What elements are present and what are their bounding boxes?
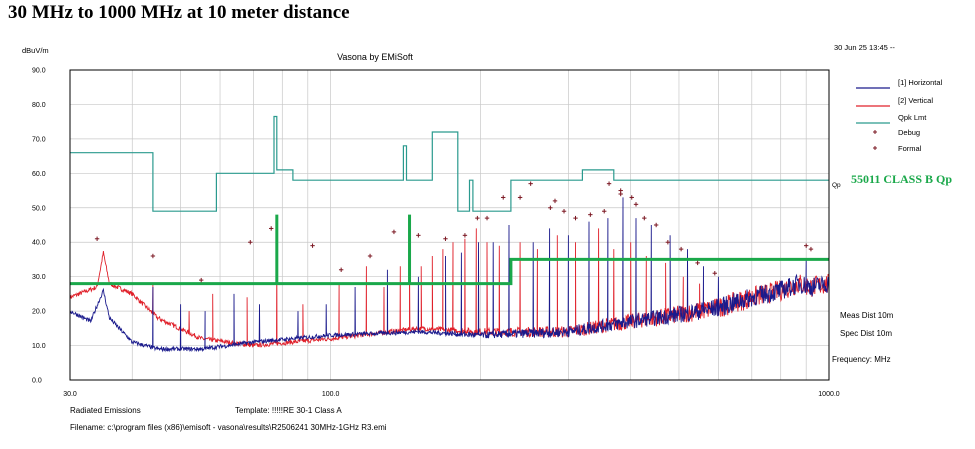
qpk-limit-line [70,115,829,212]
y-tick-label: 80.0 [32,102,46,109]
debug-marker [391,229,397,235]
debug-marker [803,243,809,248]
x-tick-label: 100.0 [322,391,340,398]
y-tick-label: 20.0 [32,309,46,316]
debug-marker [443,236,448,241]
plot-frame [69,69,830,381]
debug-marker [588,212,593,217]
y-tick-label: 60.0 [32,171,46,178]
debug-marker [484,215,490,221]
debug-marker [517,195,523,200]
timestamp: 30 Jun 25 13:45 -- [834,43,895,52]
series-horizontal [69,197,830,353]
y-tick-label: 10.0 [32,343,46,350]
template-label: Template: !!!!!RE 30-1 Class A [235,406,342,415]
y-tick-label: 0.0 [32,378,42,385]
debug-marker [548,205,553,210]
chart-title: Vasona by EMiSoft [337,52,413,62]
x-tick-labels: 30.0 100.0 1000.0 [63,391,840,398]
debug-marker [653,222,659,228]
formal-marker [618,191,623,197]
debug-marker [602,209,607,214]
x-tick-label: 1000.0 [818,391,840,398]
qp-label: Qp [832,182,841,189]
debug-marker [678,246,684,252]
debug-marker [808,246,814,252]
debug-marker [367,253,373,259]
y-axis-label: dBuV/m [22,46,49,55]
x-tick-label: 30.0 [63,391,77,398]
debug-marker [475,215,480,221]
qpk-limit-path [70,115,829,212]
formal-marker [552,198,558,204]
vertical-trace [69,228,830,348]
legend-label: Qpk Lmt [898,113,927,122]
frequency-label: Frequency: MHz [832,355,891,364]
formal-marker [606,181,612,186]
page-heading: 30 MHz to 1000 MHz at 10 meter distance [8,2,350,23]
debug-marker [528,181,533,186]
filename-label: Filename: c:\program files (x86)\emisoft… [70,423,387,432]
debug-marker [561,209,567,214]
meas-dist: Meas Dist 10m [840,311,894,320]
debug-marker [695,260,700,266]
y-tick-label: 40.0 [32,240,46,247]
debug-marker [642,215,647,221]
debug-marker [665,240,671,245]
formal-marker [633,202,639,207]
debug-marker [248,240,253,245]
legend-label: [1] Horizontal [898,78,943,87]
debug-marker [629,195,634,200]
debug-marker [712,271,717,276]
legend: [1] Horizontal [2] Vertical Qpk Lmt Debug Fo… [856,78,943,153]
debug-marker [462,233,468,238]
y-tick-label: 50.0 [32,205,46,212]
spec-dist: Spec Dist 10m [840,329,893,338]
markers [94,181,814,283]
debug-marker [338,267,344,272]
class-b-limit-path [70,257,829,286]
radiated-emissions-label: Radiated Emissions [70,406,141,415]
y-tick-labels: 0.0 10.0 20.0 30.0 40.0 50.0 60.0 70.0 80.0 90.0 [32,68,46,385]
legend-label: [2] Vertical [898,96,933,105]
y-tick-label: 90.0 [32,68,46,75]
debug-marker [416,233,421,238]
debug-marker [573,215,578,221]
debug-marker [268,226,274,231]
debug-marker [501,195,506,200]
debug-marker [198,277,204,283]
y-tick-label: 30.0 [32,274,46,281]
series-vertical [69,228,830,348]
horizontal-trace [69,197,830,353]
class-b-limit-label: 55011 CLASS B Qp [851,172,953,186]
legend-label: Debug [898,128,920,137]
debug-marker [94,236,100,241]
debug-marker [150,253,156,259]
legend-label: Formal [898,144,922,153]
y-tick-label: 70.0 [32,136,46,143]
class-b-limit-line [70,214,829,286]
debug-marker [310,243,315,248]
